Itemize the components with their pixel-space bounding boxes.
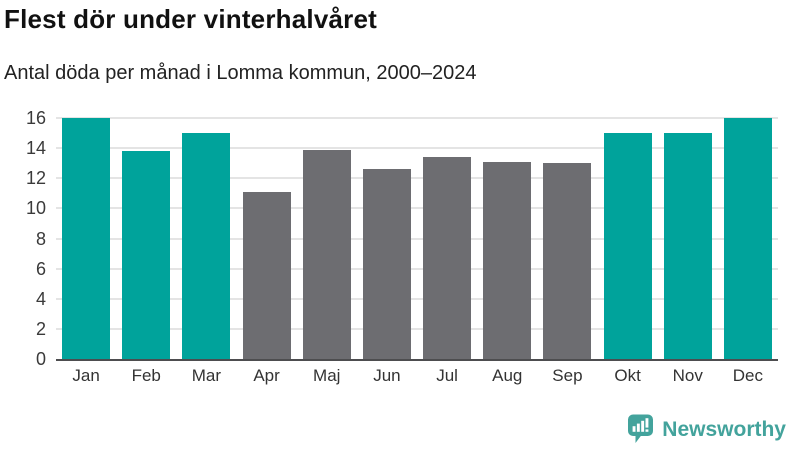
plot-area bbox=[56, 117, 778, 361]
y-tick-label-6: 6 bbox=[35, 258, 46, 279]
x-tick-label-feb: Feb bbox=[131, 366, 161, 385]
x-tick-label-jun: Jun bbox=[373, 366, 401, 385]
y-tick-label-16: 16 bbox=[25, 108, 46, 128]
y-axis-labels: 0 2 4 6 8 10 12 14 16 bbox=[0, 109, 46, 368]
bar-chart-speech-bubble-icon bbox=[628, 414, 654, 443]
gridline-12 bbox=[56, 177, 778, 180]
x-tick-label-jan: Jan bbox=[72, 366, 100, 385]
bar-nov bbox=[663, 133, 712, 359]
bar-dec bbox=[723, 118, 772, 359]
brand-name: Newsworthy bbox=[662, 417, 786, 441]
bar-mar bbox=[182, 133, 231, 359]
gridline-2 bbox=[56, 327, 778, 330]
gridline-4 bbox=[56, 297, 778, 300]
y-tick-label-0: 0 bbox=[35, 349, 46, 369]
y-tick-label-2: 2 bbox=[35, 318, 46, 339]
gridline-8 bbox=[56, 237, 778, 240]
gridline-6 bbox=[56, 267, 778, 270]
bar-maj bbox=[302, 149, 351, 359]
gridline-16 bbox=[56, 117, 778, 119]
y-tick-label-8: 8 bbox=[35, 228, 46, 249]
chart-subtitle: Antal döda per månad i Lomma kommun, 200… bbox=[4, 62, 477, 84]
bar-jun bbox=[362, 169, 411, 359]
newsworthy-logo: Newsworthy bbox=[627, 414, 786, 445]
x-tick-label-dec: Dec bbox=[732, 366, 764, 385]
chart-title: Flest dör under vinterhalvåret bbox=[4, 4, 377, 34]
bar-sep bbox=[543, 163, 592, 359]
bar-okt bbox=[603, 133, 652, 359]
gridline-14 bbox=[56, 147, 778, 150]
x-tick-label-maj: Maj bbox=[313, 366, 341, 385]
x-tick-label-aug: Aug bbox=[492, 366, 523, 385]
x-tick-label-okt: Okt bbox=[614, 366, 641, 385]
x-tick-label-sep: Sep bbox=[552, 366, 583, 385]
bar-apr bbox=[242, 191, 291, 359]
x-tick-label-nov: Nov bbox=[672, 366, 703, 385]
y-tick-label-10: 10 bbox=[25, 198, 46, 219]
y-tick-label-14: 14 bbox=[25, 138, 46, 159]
bar-jul bbox=[423, 157, 472, 359]
bar-jan bbox=[62, 118, 111, 359]
y-tick-label-12: 12 bbox=[25, 168, 46, 189]
x-tick-label-mar: Mar bbox=[191, 366, 222, 385]
bar-aug bbox=[483, 161, 532, 359]
x-tick-label-apr: Apr bbox=[253, 366, 280, 385]
bar-feb bbox=[122, 151, 171, 359]
x-tick-label-jul: Jul bbox=[436, 366, 458, 385]
y-tick-label-4: 4 bbox=[35, 288, 46, 309]
gridline-10 bbox=[56, 207, 778, 210]
x-axis-labels: Jan Feb Mar Apr Maj Jun Jul Aug Sep Okt Nov Dec bbox=[56, 366, 778, 392]
